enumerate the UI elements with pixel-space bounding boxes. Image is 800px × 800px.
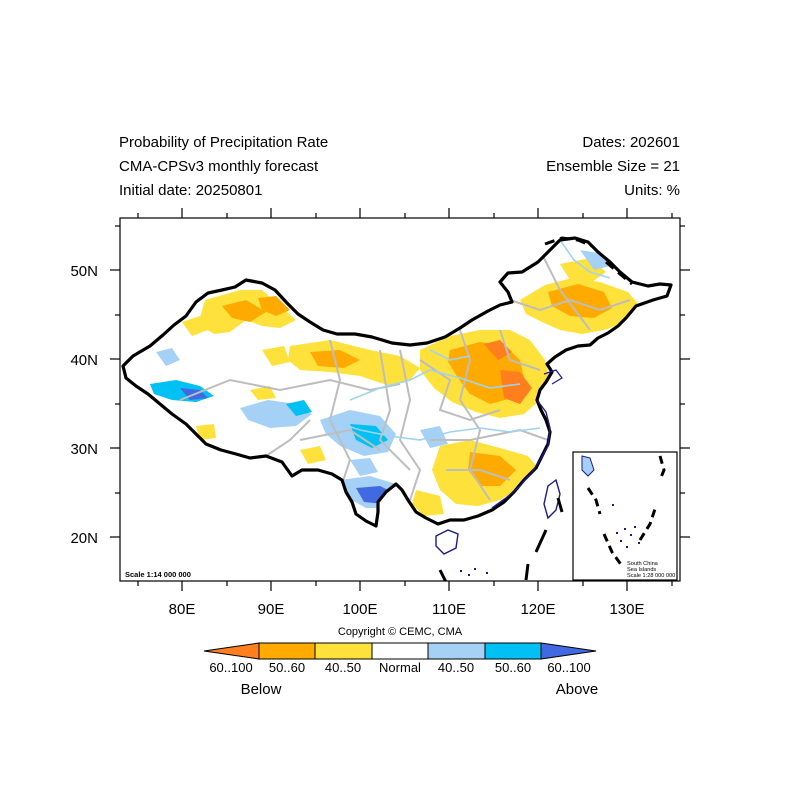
ensemble-size-label: Ensemble Size = 21 <box>546 158 680 175</box>
lon-label-90e: 90E <box>258 601 285 618</box>
title-line-2: CMA-CPSv3 monthly forecast <box>119 158 319 175</box>
colorbar-swatch-above-40-50 <box>427 642 486 660</box>
colorbar-label-below-40-50: 40..50 <box>324 660 362 675</box>
coastline <box>491 399 551 509</box>
colorbar-label-above-50-60: 50..60 <box>494 660 532 675</box>
units-label: Units: % <box>624 182 680 199</box>
lat-label-40n: 40N <box>70 352 98 369</box>
colorbar-label-above-40-50: 40..50 <box>437 660 475 675</box>
south-china-sea-inset: South China Sea Islands Scale 1:28 000 0… <box>572 451 678 581</box>
probability-patches <box>150 250 640 516</box>
colorbar-label-below-50-60: 50..60 <box>268 660 306 675</box>
colorbar-below-label: Below <box>240 681 282 698</box>
colorbar-swatch-below-40-50 <box>314 642 373 660</box>
colorbar-swatch-above-50-60 <box>484 642 542 660</box>
inset-label-line-2: Sea Islands <box>627 567 656 573</box>
lon-ticks <box>137 208 673 591</box>
hainan-island <box>435 529 459 555</box>
colorbar-label-below-60-100: 60..100 <box>209 660 253 675</box>
disputed-border-dashed <box>544 236 593 248</box>
dates-label: Dates: 202601 <box>582 134 680 151</box>
lat-label-30n: 30N <box>70 441 98 458</box>
lon-label-100e: 100E <box>342 601 377 618</box>
colorbar <box>203 642 597 660</box>
small-islands <box>460 568 488 576</box>
title-line-3: Initial date: 20250801 <box>119 182 263 199</box>
lat-label-50n: 50N <box>70 263 98 280</box>
colorbar-swatch-normal <box>371 642 429 660</box>
colorbar-swatch-above-60-100 <box>540 642 597 660</box>
colorbar-label-normal: Normal <box>379 660 421 675</box>
colorbar-above-label: Above <box>555 681 599 698</box>
lon-label-130e: 130E <box>609 601 644 618</box>
map-frame <box>119 217 681 582</box>
colorbar-swatch-below-60-100 <box>203 642 260 660</box>
title-line-1: Probability of Precipitation Rate <box>119 134 329 151</box>
lon-label-120e: 120E <box>520 601 555 618</box>
copyright-notice: Copyright © CEMC, CMA <box>337 626 463 638</box>
lat-ticks <box>110 225 690 538</box>
province-boundaries <box>179 249 631 501</box>
colorbar-swatch-below-50-60 <box>258 642 316 660</box>
lat-label-20n: 20N <box>70 530 98 547</box>
rivers <box>329 239 611 441</box>
lon-label-80e: 80E <box>169 601 196 618</box>
colorbar-label-above-60-100: 60..100 <box>547 660 591 675</box>
lon-label-110e: 110E <box>432 601 466 618</box>
inset-label-line-3: Scale 1:28 000 000 <box>627 573 675 579</box>
inset-label-line-1: South China <box>627 561 659 567</box>
taiwan-island <box>543 478 561 520</box>
map-scale-label: Scale 1:14 000 000 <box>125 570 191 579</box>
